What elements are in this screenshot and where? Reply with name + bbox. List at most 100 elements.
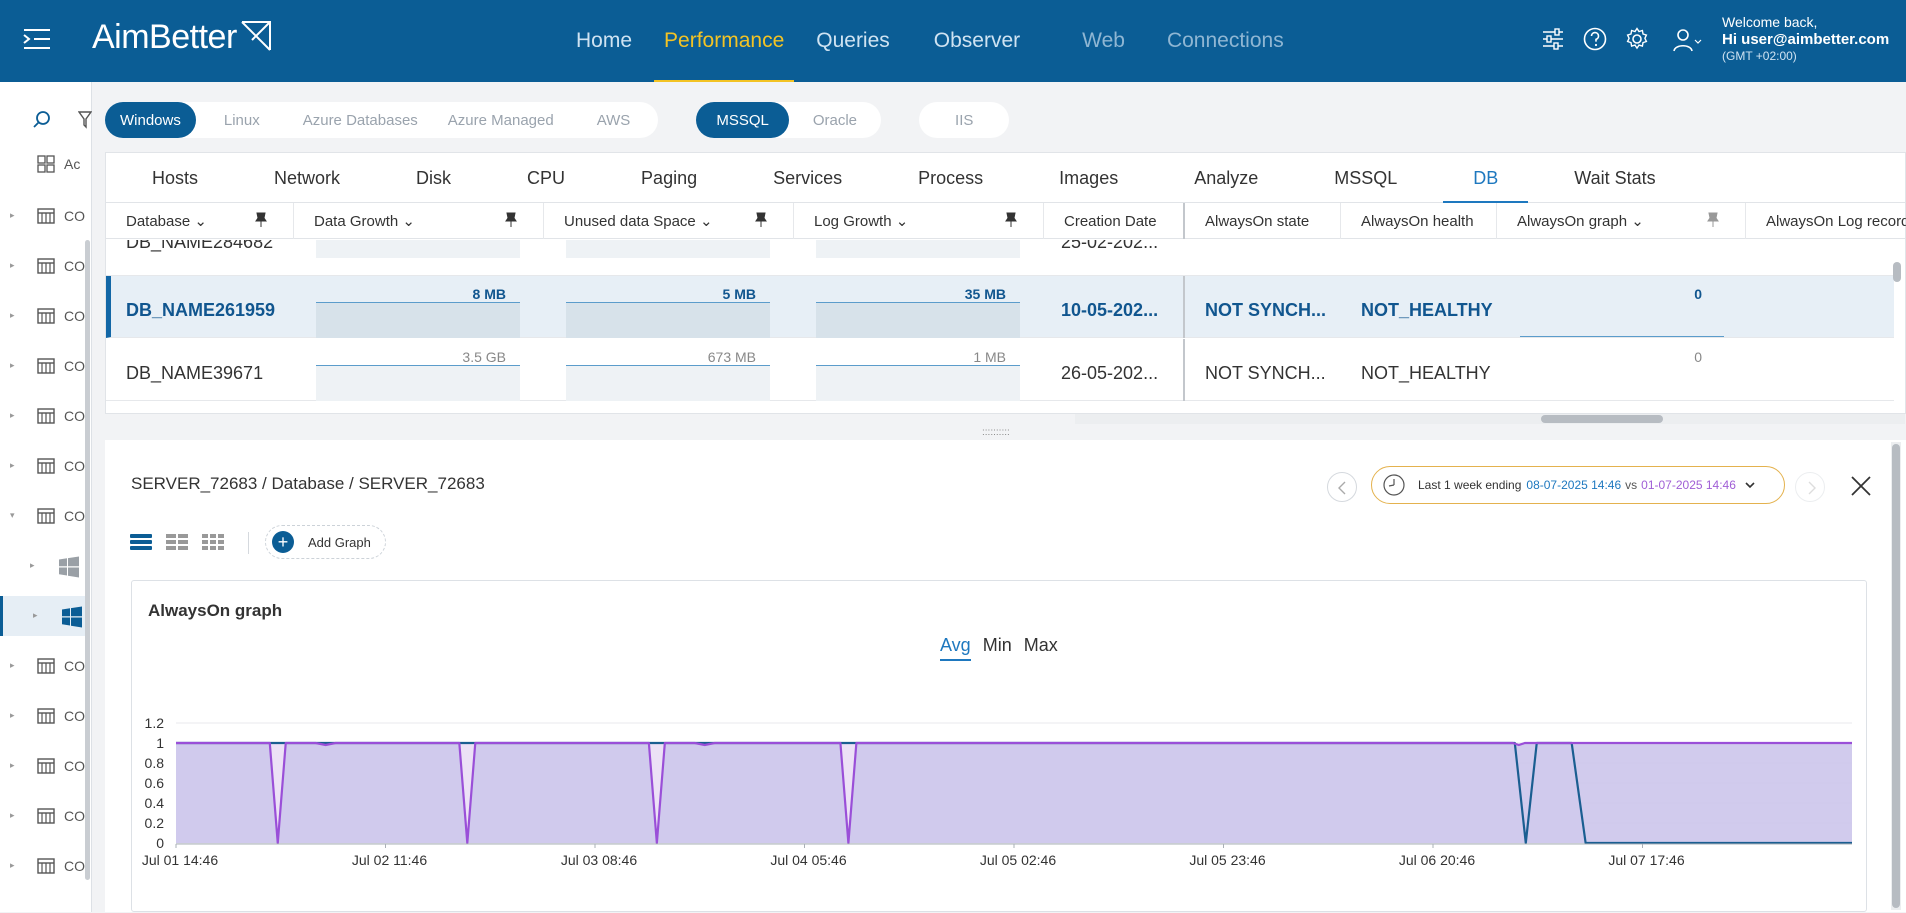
expand-arrow-icon[interactable]: ▸ xyxy=(30,560,35,570)
layout-grid-3-icon[interactable] xyxy=(201,532,225,552)
sidebar-item[interactable]: ▸ CO xyxy=(0,296,85,336)
expand-arrow-icon[interactable]: ▸ xyxy=(10,460,15,470)
col-alwayson-health[interactable]: AlwaysOn health xyxy=(1341,203,1497,239)
table-row[interactable]: DB_NAME284682 25-02-202... xyxy=(106,240,1894,276)
table-row[interactable]: DB_NAME261959 8 MB 5 MB 35 MB 10-05-202... NO… xyxy=(106,276,1894,338)
scroll-thumb[interactable] xyxy=(1893,262,1901,282)
chip-linux[interactable]: Linux xyxy=(223,111,260,129)
tab-disk[interactable]: Disk xyxy=(416,167,452,188)
sidebar-item[interactable]: ▸ CO xyxy=(0,646,85,686)
sidebar-scrollbar[interactable] xyxy=(85,240,90,880)
close-icon[interactable] xyxy=(1849,474,1873,498)
chip-windows[interactable]: Windows xyxy=(105,102,196,138)
col-alwayson-state[interactable]: AlwaysOn state xyxy=(1185,203,1341,239)
sidebar-item[interactable]: ▸ CO xyxy=(0,246,85,286)
add-graph-button[interactable]: + Add Graph xyxy=(265,525,386,559)
stat-tab-min[interactable]: Min xyxy=(982,635,1012,655)
search-icon[interactable] xyxy=(32,110,52,130)
chip-mssql[interactable]: MSSQL xyxy=(696,102,789,138)
col-alwayson-log-record[interactable]: AlwaysOn Log record xyxy=(1746,203,1906,239)
scroll-thumb[interactable] xyxy=(1541,415,1663,423)
nav-observer[interactable]: Observer xyxy=(933,29,1021,52)
next-period-button[interactable] xyxy=(1795,472,1825,502)
tab-mssql[interactable]: MSSQL xyxy=(1334,167,1398,188)
sidebar-item[interactable]: ▸ CO xyxy=(0,846,85,886)
layout-grid-2-icon[interactable] xyxy=(165,532,189,552)
user-welcome[interactable]: Welcome back, Hi user@aimbetter.com (GMT… xyxy=(1722,14,1889,65)
menu-toggle-icon[interactable] xyxy=(22,26,52,52)
help-icon[interactable] xyxy=(1582,26,1608,52)
tab-paging[interactable]: Paging xyxy=(641,167,698,188)
tab-process[interactable]: Process xyxy=(918,167,984,188)
prev-period-button[interactable] xyxy=(1327,472,1357,502)
pin-icon[interactable] xyxy=(505,212,517,228)
col-database[interactable]: Database ⌄ xyxy=(106,203,294,239)
expand-arrow-icon[interactable]: ▸ xyxy=(10,760,15,770)
nav-performance[interactable]: Performance xyxy=(648,0,800,82)
pin-icon[interactable] xyxy=(255,212,267,228)
app-logo[interactable]: AimBetter xyxy=(92,18,237,56)
table-horizontal-scrollbar[interactable] xyxy=(1075,414,1905,424)
expand-arrow-icon[interactable]: ▸ xyxy=(10,360,15,370)
sidebar-item[interactable]: ▸ CO xyxy=(0,446,85,486)
pin-icon[interactable] xyxy=(755,212,767,228)
gear-icon[interactable] xyxy=(1624,26,1650,52)
expand-arrow-icon[interactable]: ▸ xyxy=(10,660,15,670)
sidebar-item[interactable]: ▸ CO xyxy=(0,346,85,386)
sidebar-item[interactable]: ▸ xyxy=(0,596,85,636)
expand-arrow-icon[interactable]: ▸ xyxy=(10,410,15,420)
expand-arrow-icon[interactable]: ▾ xyxy=(10,510,15,520)
nav-queries[interactable]: Queries xyxy=(816,29,890,52)
detail-scrollbar[interactable] xyxy=(1891,442,1901,910)
nav-home[interactable]: Home xyxy=(576,29,633,52)
scroll-thumb[interactable] xyxy=(1892,444,1900,908)
expand-arrow-icon[interactable]: ▸ xyxy=(10,710,15,720)
expand-arrow-icon[interactable]: ▸ xyxy=(10,260,15,270)
tab-images[interactable]: Images xyxy=(1059,167,1119,188)
time-range-picker[interactable]: Last 1 week ending 08-07-2025 14:46 vs 0… xyxy=(1371,466,1785,504)
nav-connections[interactable]: Connections xyxy=(1166,29,1284,52)
table-row[interactable]: DB_NAME39671 3.5 GB 673 MB 1 MB 26-05-202...… xyxy=(106,339,1894,401)
user-icon[interactable] xyxy=(1672,26,1702,56)
table-vertical-scrollbar[interactable] xyxy=(1892,238,1902,412)
stat-tab-max[interactable]: Max xyxy=(1023,635,1058,655)
tab-cpu[interactable]: CPU xyxy=(527,167,566,188)
chip-azure-databases[interactable]: Azure Databases xyxy=(302,111,418,129)
nav-web[interactable]: Web xyxy=(1082,29,1125,52)
filter-icon[interactable] xyxy=(78,110,92,130)
tab-hosts[interactable]: Hosts xyxy=(152,167,199,188)
sidebar-item[interactable]: ▸ CO xyxy=(0,396,85,436)
tab-services[interactable]: Services xyxy=(773,167,843,188)
col-unused-space[interactable]: Unused data Space ⌄ xyxy=(544,203,794,239)
tab-wait-stats[interactable]: Wait Stats xyxy=(1574,167,1656,188)
pin-icon[interactable] xyxy=(1005,212,1017,228)
tab-db[interactable]: DB xyxy=(1443,153,1529,204)
pin-icon[interactable] xyxy=(1707,212,1719,228)
sidebar-item[interactable]: ▾ CO xyxy=(0,496,85,536)
expand-arrow-icon[interactable]: ▸ xyxy=(10,210,15,220)
col-data-growth[interactable]: Data Growth ⌄ xyxy=(294,203,544,239)
stat-tab-avg[interactable]: Avg xyxy=(940,635,971,661)
col-alwayson-graph[interactable]: AlwaysOn graph ⌄ xyxy=(1497,203,1746,239)
tab-network[interactable]: Network xyxy=(274,167,341,188)
col-creation-date[interactable]: Creation Date xyxy=(1044,203,1185,239)
layout-rows-icon[interactable] xyxy=(129,532,153,552)
col-log-growth[interactable]: Log Growth ⌄ xyxy=(794,203,1044,239)
panel-resize-handle[interactable]: :::::::::: xyxy=(982,427,1010,438)
chip-aws[interactable]: AWS xyxy=(596,111,631,129)
tab-analyze[interactable]: Analyze xyxy=(1194,167,1259,188)
expand-arrow-icon[interactable]: ▸ xyxy=(10,810,15,820)
sidebar-item[interactable]: ▸ CO xyxy=(0,696,85,736)
sidebar-item[interactable]: ▸ CO xyxy=(0,196,85,236)
expand-arrow-icon[interactable]: ▸ xyxy=(10,310,15,320)
chip-iis[interactable]: IIS xyxy=(955,111,974,129)
expand-arrow-icon[interactable]: ▸ xyxy=(10,860,15,870)
expand-arrow-icon[interactable]: ▸ xyxy=(33,610,38,620)
chip-oracle[interactable]: Oracle xyxy=(812,111,858,129)
sidebar-item[interactable]: Ac xyxy=(0,144,85,184)
chip-azure-managed[interactable]: Azure Managed xyxy=(447,111,554,129)
sliders-icon[interactable] xyxy=(1540,26,1566,52)
sidebar-item[interactable]: ▸ CO xyxy=(0,746,85,786)
sidebar-item[interactable]: ▸ CO xyxy=(0,796,85,836)
